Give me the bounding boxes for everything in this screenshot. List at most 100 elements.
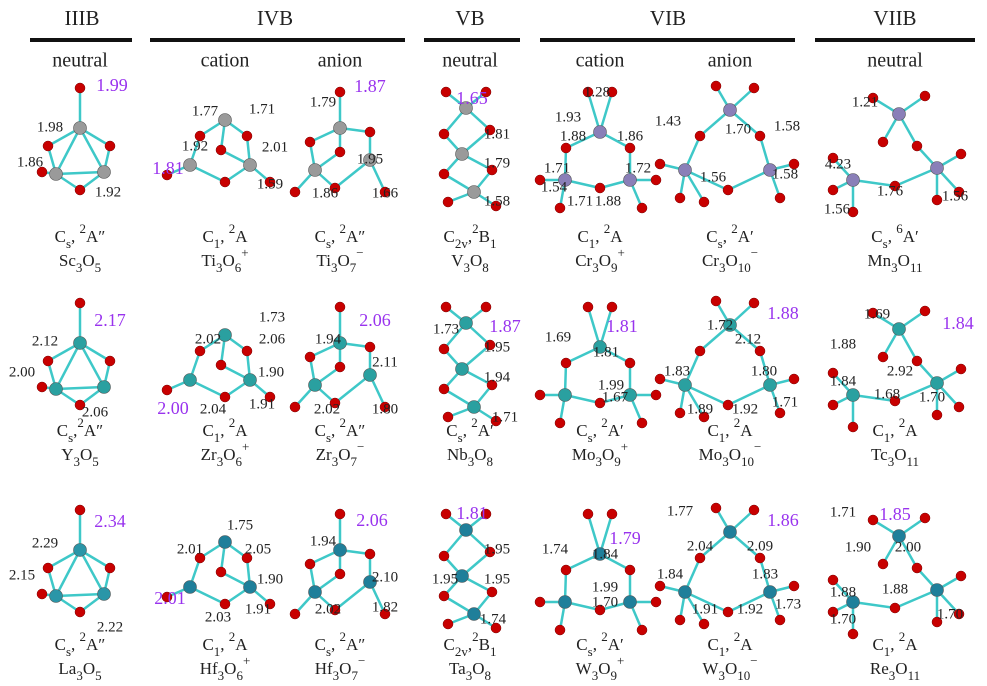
- text-part: ,: [331, 227, 340, 246]
- formula-label: Hf3O7−: [315, 653, 366, 683]
- subscript: 10: [741, 454, 754, 469]
- oxygen-atom: [441, 509, 451, 519]
- text-part: C: [315, 227, 326, 246]
- bond-label: 2.02: [195, 331, 221, 347]
- oxygen-atom: [443, 619, 453, 629]
- text-part: O: [725, 251, 737, 270]
- text-part: A: [740, 421, 753, 440]
- metal-atom: [74, 544, 87, 557]
- metal-atom: [931, 162, 944, 175]
- metal-atom: [931, 584, 944, 597]
- oxygen-atom: [290, 609, 300, 619]
- text-part: Ti: [201, 251, 216, 270]
- formula-label: Nb3O8: [447, 445, 493, 470]
- oxygen-atom: [848, 629, 858, 639]
- apex-bond-label: 2.17: [94, 310, 126, 330]
- bond-label: 2.22: [97, 619, 123, 635]
- bond-label: 2.11: [372, 354, 398, 370]
- bond-label: 1.92: [737, 601, 763, 617]
- oxygen-atom: [555, 625, 565, 635]
- subscript: 11: [908, 668, 921, 683]
- oxygen-atom: [365, 342, 375, 352]
- bond-label: 1.69: [864, 306, 890, 322]
- text-part: ,: [890, 635, 899, 654]
- bond-label: 1.79: [310, 94, 336, 110]
- text-part: ,: [888, 227, 897, 246]
- metal-atom: [931, 377, 944, 390]
- metal-atom: [468, 608, 481, 621]
- apex-bond-label: 2.00: [157, 398, 189, 418]
- text-part: O: [338, 445, 350, 464]
- bond-label: 1.95: [432, 571, 458, 587]
- metal-atom: [724, 526, 737, 539]
- superscript: −: [357, 439, 364, 454]
- oxygen-atom: [561, 143, 571, 153]
- oxygen-atom: [655, 159, 665, 169]
- oxygen-atom: [675, 408, 685, 418]
- oxygen-atom: [651, 390, 661, 400]
- oxygen-atom: [335, 569, 345, 579]
- oxygen-atom: [335, 509, 345, 519]
- metal-atom: [893, 108, 906, 121]
- superscript: +: [617, 653, 624, 668]
- text-part: ,: [725, 635, 734, 654]
- text-part: B: [479, 227, 490, 246]
- oxygen-atom: [675, 615, 685, 625]
- group-label: IIIB: [65, 6, 100, 30]
- bond-label: 1.71: [830, 504, 856, 520]
- oxygen-atom: [699, 619, 709, 629]
- bond-label: 1.73: [433, 321, 459, 337]
- symmetry-label: Cs, 2A′: [706, 221, 753, 251]
- bond-label: 1.95: [484, 541, 510, 557]
- oxygen-atom: [216, 360, 226, 370]
- apex-bond-label: 2.34: [94, 511, 126, 531]
- text-part: ,: [220, 227, 229, 246]
- column-label: cation: [201, 50, 250, 72]
- superscript: −: [356, 245, 363, 260]
- oxygen-atom: [711, 81, 721, 91]
- text-part: C: [446, 421, 457, 440]
- metal-atom: [74, 337, 87, 350]
- formula-label: Zr3O7−: [316, 439, 365, 469]
- oxygen-atom: [105, 563, 115, 573]
- text-part: O: [602, 445, 614, 464]
- text-part: C: [315, 421, 326, 440]
- oxygen-atom: [755, 553, 765, 563]
- oxygen-atom: [242, 346, 252, 356]
- apex-bond-label: 2.01: [154, 588, 186, 608]
- text-part: O: [729, 445, 741, 464]
- bond-label: 2.09: [747, 538, 773, 554]
- formula-label: Sc3O5: [59, 251, 101, 276]
- symmetry-label: Cs,2A″: [57, 415, 104, 445]
- bond-label: 2.01: [177, 541, 203, 557]
- text-part: A′: [608, 421, 624, 440]
- molecule: [535, 302, 661, 428]
- text-part: O: [894, 445, 906, 464]
- text-part: O: [598, 659, 610, 678]
- oxygen-atom: [637, 418, 647, 428]
- bond-label: 1.70: [919, 389, 945, 405]
- oxygen-atom: [441, 87, 451, 97]
- oxygen-atom: [695, 131, 705, 141]
- formula-label: La3O5: [58, 659, 101, 684]
- bond-label: 1.88: [560, 128, 586, 144]
- metal-atom: [219, 114, 232, 127]
- formula-label: Mn3O11: [868, 251, 923, 276]
- metal-atom: [764, 379, 777, 392]
- bond-label: 2.92: [887, 363, 913, 379]
- bond-label: 1.95: [484, 339, 510, 355]
- oxygen-atom: [625, 565, 635, 575]
- bond-label: 2.06: [82, 404, 109, 420]
- subscript: 9: [610, 668, 617, 683]
- subscript: 6: [235, 454, 242, 469]
- subscript: 8: [487, 454, 494, 469]
- text-part: O: [222, 251, 234, 270]
- oxygen-atom: [625, 143, 635, 153]
- text-part: A′: [608, 635, 624, 654]
- text-part: ,: [593, 635, 602, 654]
- group-label: VIIB: [873, 6, 916, 30]
- bond-label: 1.86: [17, 154, 44, 170]
- bond-label: 1.94: [310, 533, 337, 549]
- bond-label: 1.56: [942, 188, 969, 204]
- metal-atom: [468, 401, 481, 414]
